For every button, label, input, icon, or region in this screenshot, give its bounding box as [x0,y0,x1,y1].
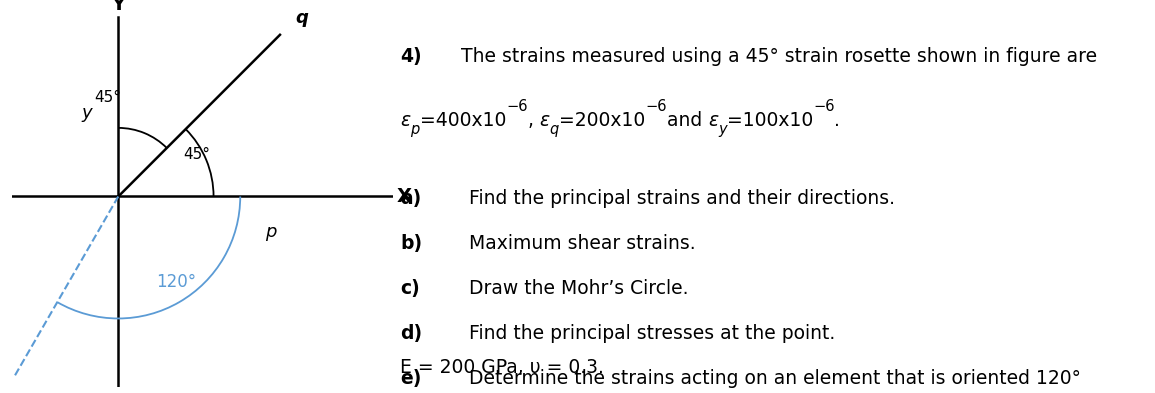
Text: p: p [410,122,419,138]
Text: =100x10: =100x10 [726,111,813,130]
Text: =200x10: =200x10 [559,111,646,130]
Text: =400x10: =400x10 [419,111,506,130]
Text: 45°: 45° [94,90,121,105]
Text: −6: −6 [646,99,666,114]
Text: X: X [396,187,411,206]
Text: and: and [666,111,708,130]
Text: c): c) [401,279,420,298]
Text: ε: ε [539,111,550,130]
Text: ε: ε [708,111,718,130]
Text: The strains measured using a 45° strain rosette shown in figure are: The strains measured using a 45° strain … [461,47,1097,66]
Text: p: p [264,223,276,241]
Text: q: q [550,122,559,138]
Text: Find the principal stresses at the point.: Find the principal stresses at the point… [469,324,835,343]
Text: −6: −6 [506,99,528,114]
Text: 4): 4) [401,47,422,66]
Text: 120°: 120° [156,273,196,291]
Text: y: y [81,104,91,122]
Text: b): b) [401,234,423,253]
Text: ε: ε [401,111,410,130]
Text: Y: Y [111,0,126,13]
Text: q: q [296,9,308,27]
Text: e): e) [401,369,422,388]
Text: Find the principal strains and their directions.: Find the principal strains and their dir… [469,189,895,208]
Text: ,: , [528,111,539,130]
Text: a): a) [401,189,422,208]
Text: y: y [718,122,726,138]
Text: d): d) [401,324,423,343]
Text: 45°: 45° [184,147,210,162]
Text: E = 200 GPa, υ = 0.3.: E = 200 GPa, υ = 0.3. [401,358,604,376]
Text: Draw the Mohr’s Circle.: Draw the Mohr’s Circle. [469,279,688,298]
Text: Maximum shear strains.: Maximum shear strains. [469,234,695,253]
Text: .: . [834,111,841,130]
Text: −6: −6 [813,99,834,114]
Text: Determine the strains acting on an element that is oriented 120°: Determine the strains acting on an eleme… [469,369,1081,388]
